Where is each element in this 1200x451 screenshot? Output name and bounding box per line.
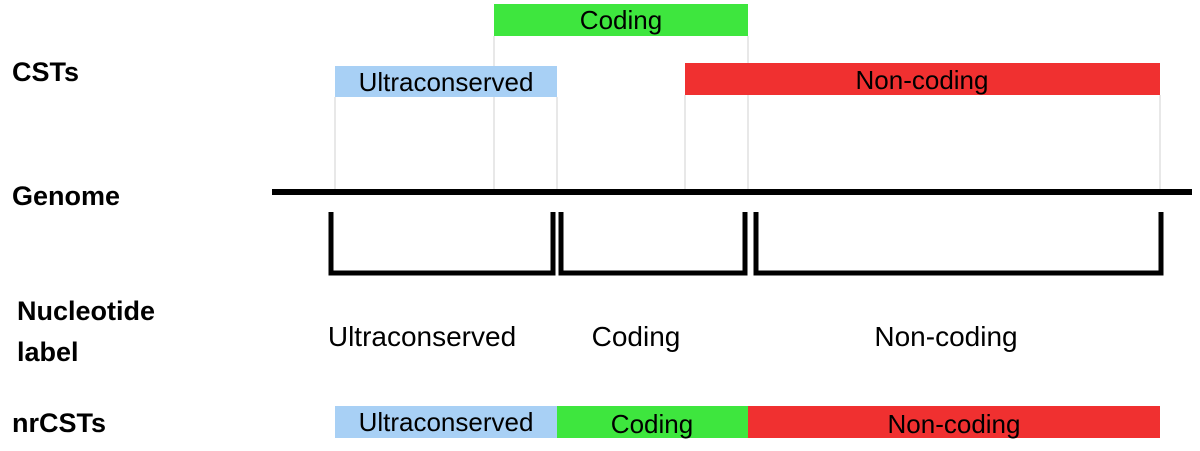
nucleotide-ultraconserved-label: Ultraconserved	[328, 321, 516, 352]
cst-coding-bar	[494, 4, 748, 36]
cst-noncoding-bar	[685, 63, 1160, 95]
nucleotide-coding-label: Coding	[592, 321, 681, 352]
row-label-nucleotide: Nucleotide	[17, 296, 155, 326]
row-label-nucleotide-label: label	[17, 337, 79, 367]
nrcst-ultraconserved-bar	[335, 406, 557, 438]
nrcst-noncoding-label: Non-coding	[888, 409, 1021, 439]
nrcst-noncoding-bar	[748, 406, 1160, 438]
guide-lines	[334, 36, 1161, 190]
cst-ultraconserved-bar	[335, 66, 557, 97]
cst-noncoding-label: Non-coding	[856, 65, 989, 95]
row-label-genome: Genome	[12, 181, 120, 211]
nrcst-coding-bar	[557, 406, 748, 438]
cst-ultraconserved-label: Ultraconserved	[359, 67, 534, 97]
nrcst-coding-label: Coding	[611, 409, 693, 439]
bracket-coding	[558, 212, 748, 276]
nucleotide-noncoding-label: Non-coding	[874, 321, 1017, 352]
bracket-noncoding	[753, 212, 1164, 276]
row-label-nrcsts: nrCSTs	[12, 408, 106, 438]
bracket-ultraconserved	[328, 212, 556, 276]
row-label-csts: CSTs	[12, 57, 79, 87]
cst-coding-label: Coding	[580, 5, 662, 35]
nrcst-ultraconserved-label: Ultraconserved	[359, 407, 534, 437]
